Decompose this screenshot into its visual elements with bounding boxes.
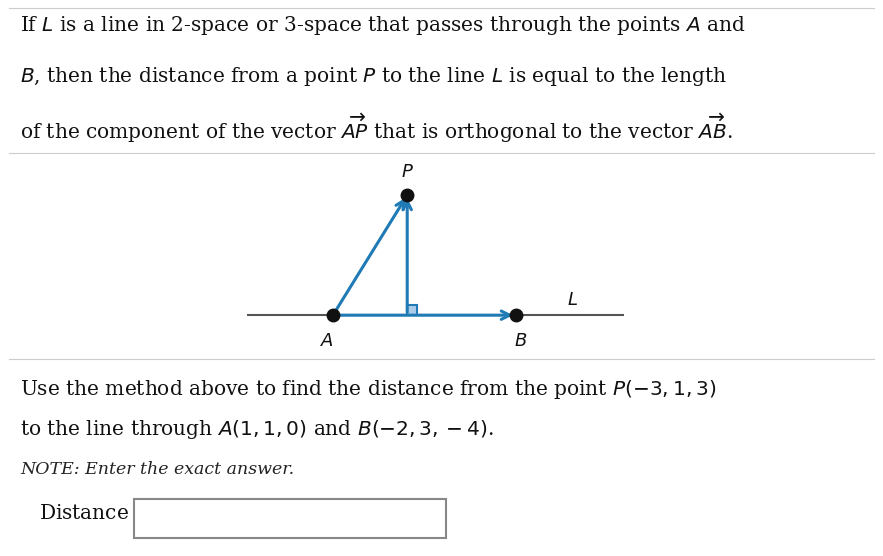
Text: NOTE: Enter the exact answer.: NOTE: Enter the exact answer.: [20, 461, 294, 478]
Text: $L$: $L$: [567, 291, 578, 309]
Text: to the line through $A(1,1,0)$ and $B(-2,3,-4)$.: to the line through $A(1,1,0)$ and $B(-2…: [20, 418, 494, 441]
FancyBboxPatch shape: [134, 499, 446, 538]
Text: $P$: $P$: [401, 163, 413, 181]
Text: Distance $=$: Distance $=$: [39, 504, 155, 523]
Text: Use the method above to find the distance from the point $P(-3,1,3)$: Use the method above to find the distanc…: [20, 378, 716, 401]
Text: If $L$ is a line in 2-space or 3-space that passes through the points $A$ and: If $L$ is a line in 2-space or 3-space t…: [20, 14, 745, 37]
Text: of the component of the vector $\overrightarrow{AP}$ that is orthogonal to the v: of the component of the vector $\overrig…: [20, 112, 733, 145]
Text: $B$, then the distance from a point $P$ to the line $L$ is equal to the length: $B$, then the distance from a point $P$ …: [20, 65, 728, 88]
Text: $A$: $A$: [321, 332, 335, 350]
Text: $B$: $B$: [514, 332, 527, 350]
Polygon shape: [407, 305, 418, 315]
